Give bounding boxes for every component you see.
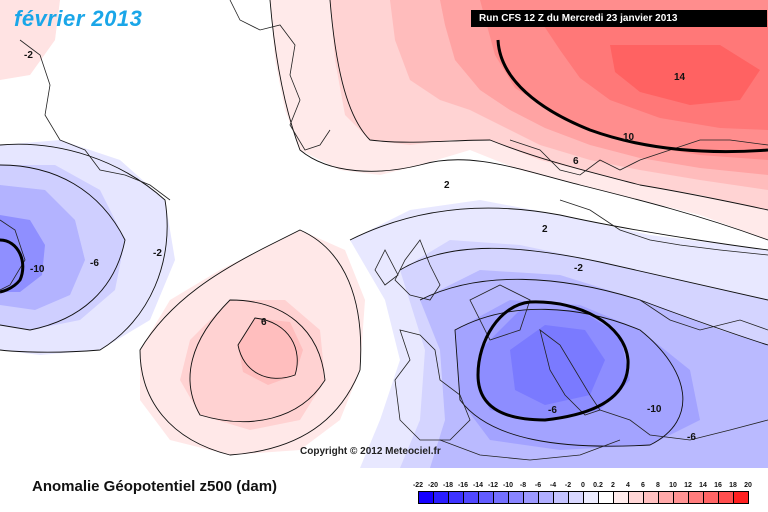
contour-labels: 14 10 6 2 -2 -6 -10 6 2 -2 -6 -10 -6 -2	[24, 50, 696, 443]
colorbar-tick-label: -2	[564, 482, 572, 489]
colorbar-cell	[538, 491, 554, 504]
negative-anomaly-europe	[350, 200, 768, 468]
colorbar-tick-label: 2	[611, 482, 615, 489]
contour-label: -10	[30, 264, 45, 275]
colorbar-tick-label: 6	[641, 482, 645, 489]
colorbar-tick-label: 12	[684, 482, 692, 489]
map-title-month: février 2013	[14, 6, 143, 31]
run-info-banner: Run CFS 12 Z du Mercredi 23 janvier 2013	[471, 10, 767, 27]
colorbar-cell	[493, 491, 509, 504]
contour-lines	[0, 0, 768, 456]
colorbar-tick-label: 4	[626, 482, 630, 489]
copyright-text: Copyright © 2012 Meteociel.fr	[300, 446, 441, 457]
colorbar-cell	[688, 491, 704, 504]
bold-contours	[0, 39, 768, 422]
colorbar-tick-label: 20	[744, 482, 752, 489]
colorbar-tick-label: -16	[457, 482, 469, 489]
contour-label: -6	[90, 258, 99, 269]
positive-anomaly-atlantic	[140, 230, 365, 455]
colorbar-cell	[508, 491, 524, 504]
contour-label: -2	[24, 50, 33, 61]
colorbar-tick-label: 0	[581, 482, 585, 489]
colorbar-cell	[448, 491, 464, 504]
contour-label: 6	[573, 156, 579, 167]
colorbar-cell	[673, 491, 689, 504]
contour-label: -2	[574, 263, 583, 274]
colorbar-tick-label: -8	[519, 482, 527, 489]
colorbar-cell	[583, 491, 599, 504]
colorbar-tick-label: 10	[669, 482, 677, 489]
colorbar-tick-label: -20	[427, 482, 439, 489]
colorbar-tick-label: -10	[502, 482, 514, 489]
colorbar-cell	[598, 491, 614, 504]
colorbar-tick-label: 14	[699, 482, 707, 489]
colorbar-tick-label: -18	[442, 482, 454, 489]
anomaly-title: Anomalie Géopotentiel z500 (dam)	[32, 478, 278, 495]
colorbar-tick-label: -14	[472, 482, 484, 489]
contour-label: 2	[444, 180, 450, 191]
colorbar-cell	[658, 491, 674, 504]
colorbar-tick-label: 8	[656, 482, 660, 489]
contour-label: -10	[647, 404, 662, 415]
colorbar-cell	[628, 491, 644, 504]
colorbar-cell	[463, 491, 479, 504]
colorbar-cell	[643, 491, 659, 504]
positive-anomaly-north	[270, 0, 768, 240]
colorbar-cell	[718, 491, 734, 504]
contour-label: 10	[623, 132, 635, 143]
colorbar-tick-label: -22	[412, 482, 424, 489]
colorbar-tick-label: -12	[487, 482, 499, 489]
contour-label: -2	[153, 248, 162, 259]
contour-label: 2	[542, 224, 548, 235]
colorbar-cell	[433, 491, 449, 504]
positive-anomaly-corner	[0, 0, 60, 80]
colorbar-cell	[613, 491, 629, 504]
colorbar-cell	[733, 491, 749, 504]
negative-anomaly-west	[0, 140, 175, 355]
anomaly-map: 14 10 6 2 -2 -6 -10 6 2 -2 -6 -10 -6 -2	[0, 0, 768, 468]
colorbar-tick-label: 16	[714, 482, 722, 489]
colorbar-cell	[553, 491, 569, 504]
colorbar-cell	[568, 491, 584, 504]
contour-label: -6	[687, 432, 696, 443]
legend-panel: Anomalie Géopotentiel z500 (dam) -22 -20-…	[0, 468, 768, 512]
colorbar-tick-label: 18	[729, 482, 737, 489]
colorbar-tick-label: -6	[534, 482, 542, 489]
colorbar-cell	[703, 491, 719, 504]
coastlines	[0, 0, 768, 461]
contour-label: 6	[261, 317, 267, 328]
colorbar-cell	[418, 491, 434, 504]
contour-label: -6	[548, 405, 557, 416]
contour-label: 14	[674, 72, 686, 83]
colorbar-cell	[478, 491, 494, 504]
colorbar-tick-label: 0.2	[593, 482, 603, 489]
colorbar-cell	[523, 491, 539, 504]
colorbar-tick-label: -4	[549, 482, 557, 489]
